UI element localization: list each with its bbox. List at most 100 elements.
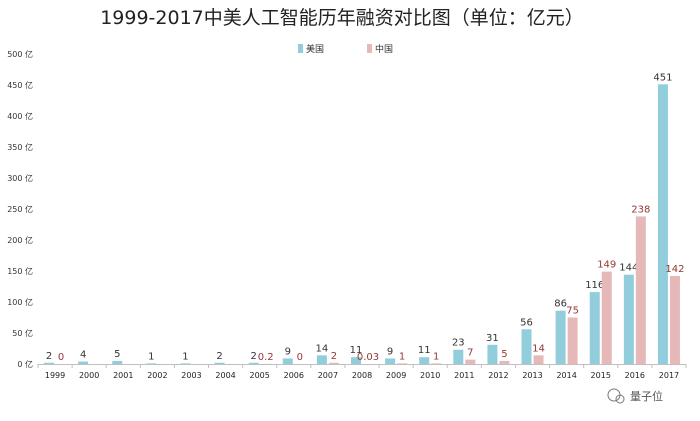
watermark-text: 量子位 <box>630 389 663 403</box>
bar-us <box>146 363 157 364</box>
bar-us <box>78 361 89 364</box>
bar-cn <box>601 271 612 364</box>
data-label-cn: 238 <box>631 204 650 215</box>
x-tick-label: 2005 <box>250 371 270 380</box>
chart-title: 1999-2017中美人工智能历年融资对比图（单位：亿元） <box>100 7 584 29</box>
y-tick-label: 50 亿 <box>12 328 33 338</box>
legend-swatch-us <box>298 44 303 53</box>
data-label-cn: 0 <box>58 352 64 363</box>
data-label-cn: 0 <box>297 352 303 363</box>
bar-cn <box>635 216 646 364</box>
y-tick-label: 400 亿 <box>7 111 33 121</box>
data-label-cn: 5 <box>501 349 507 360</box>
data-label-us: 9 <box>285 346 291 357</box>
data-label-us: 2 <box>216 351 222 362</box>
bar-cn <box>533 355 544 364</box>
x-tick-label: 2016 <box>625 371 645 380</box>
bar-cn <box>328 362 339 364</box>
data-label-us: 1 <box>182 351 188 362</box>
y-tick-label: 150 亿 <box>7 266 33 276</box>
y-tick-label: 0 亿 <box>17 359 33 369</box>
x-tick-label: 2010 <box>420 371 440 380</box>
bar-us <box>487 344 498 364</box>
x-tick-label: 2000 <box>79 371 99 380</box>
data-label-cn: 142 <box>665 264 684 275</box>
x-tick-label: 2006 <box>284 371 304 380</box>
bar-us <box>351 357 361 364</box>
bar-us <box>214 362 225 364</box>
legend: 美国 中国 <box>298 43 393 55</box>
x-tick-label: 2015 <box>591 371 611 380</box>
data-label-us: 451 <box>653 72 672 83</box>
data-label-us: 11 <box>350 345 363 356</box>
bar-cn <box>499 360 510 364</box>
bar-us <box>316 355 327 364</box>
watermark-icon-inner <box>615 394 625 404</box>
bar-cn <box>431 363 442 364</box>
data-label-cn: 0.03 <box>357 352 379 363</box>
bar-cn <box>397 363 408 364</box>
data-label-us: 23 <box>452 338 465 349</box>
bar-us <box>385 358 396 364</box>
data-label-us: 9 <box>387 346 393 357</box>
data-label-us: 86 <box>554 299 567 310</box>
x-tick-label: 2017 <box>659 371 679 380</box>
data-label-cn: 14 <box>532 343 545 354</box>
data-label-us: 1 <box>148 351 154 362</box>
data-label-us: 31 <box>486 333 499 344</box>
data-label-us: 2 <box>250 351 256 362</box>
bar-us <box>44 362 55 364</box>
y-tick-label: 300 亿 <box>7 173 33 183</box>
bar-us <box>282 358 293 364</box>
data-label-us: 14 <box>316 343 329 354</box>
x-tick-label: 2008 <box>352 371 372 380</box>
bar-us <box>589 292 600 364</box>
bar-us <box>623 274 634 364</box>
x-tick-label: 2013 <box>522 371 542 380</box>
data-label-us: 56 <box>520 317 533 328</box>
data-label-cn: 75 <box>566 306 579 317</box>
y-tick-label: 350 亿 <box>7 142 33 152</box>
y-tick-label: 200 亿 <box>7 235 33 245</box>
data-label-cn: 1 <box>433 351 439 362</box>
bar-cn <box>465 359 476 364</box>
bar-us <box>555 310 566 364</box>
bar-cn <box>567 317 578 364</box>
x-tick-label: 2014 <box>556 371 576 380</box>
x-tick-label: 2009 <box>386 371 406 380</box>
x-tick-label: 2011 <box>454 371 474 380</box>
y-tick-label: 500 亿 <box>7 49 33 59</box>
data-label-cn: 149 <box>597 260 616 271</box>
data-label-us: 116 <box>585 280 604 291</box>
data-label-us: 11 <box>418 345 431 356</box>
bar-us <box>521 329 532 364</box>
data-label-us: 4 <box>80 350 86 361</box>
x-tick-label: 1999 <box>45 371 65 380</box>
y-tick-label: 450 亿 <box>7 80 33 90</box>
x-tick-label: 2002 <box>147 371 167 380</box>
x-tick-label: 2004 <box>215 371 235 380</box>
data-label-cn: 0.2 <box>258 352 274 363</box>
bar-us <box>248 362 259 364</box>
y-tick-label: 250 亿 <box>7 204 33 214</box>
y-tick-label: 100 亿 <box>7 297 33 307</box>
bar-us <box>453 349 464 364</box>
x-tick-label: 2012 <box>488 371 508 380</box>
bar-us <box>180 363 191 364</box>
y-axis: 0 亿 50 亿 100 亿 150 亿 200 亿 250 亿 300 亿 350 亿 400… <box>7 49 33 369</box>
x-axis: 1999 2000 2001 2002 2003 2004 2005 2006 2007 2008… <box>37 364 687 380</box>
data-label-us: 5 <box>114 349 120 360</box>
data-label-us: 144 <box>619 263 638 274</box>
bar-us <box>112 360 123 364</box>
legend-label-cn: 中国 <box>375 43 393 55</box>
data-label-cn: 7 <box>467 348 473 359</box>
bar-us <box>419 357 430 364</box>
bar-us <box>657 84 668 364</box>
x-tick-label: 2003 <box>181 371 201 380</box>
data-label-cn: 1 <box>399 351 405 362</box>
legend-swatch-cn <box>367 44 372 53</box>
x-tick-label: 2001 <box>113 371 133 380</box>
bar-cn <box>669 275 680 364</box>
